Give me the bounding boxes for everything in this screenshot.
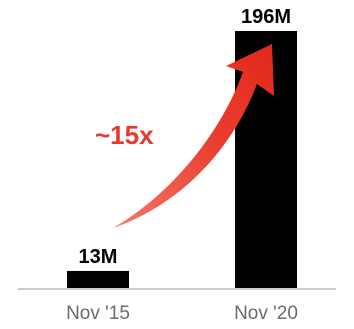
- bar-0: [67, 270, 129, 288]
- growth-multiplier-label: ~15x: [95, 120, 154, 150]
- bar-value-label-0: 13M: [79, 246, 118, 268]
- bar-value-label-1: 196M: [241, 6, 291, 28]
- x-tick-label-1: Nov '20: [234, 303, 298, 324]
- x-tick-label-0: Nov '15: [66, 303, 130, 324]
- growth-arrow: [113, 44, 274, 228]
